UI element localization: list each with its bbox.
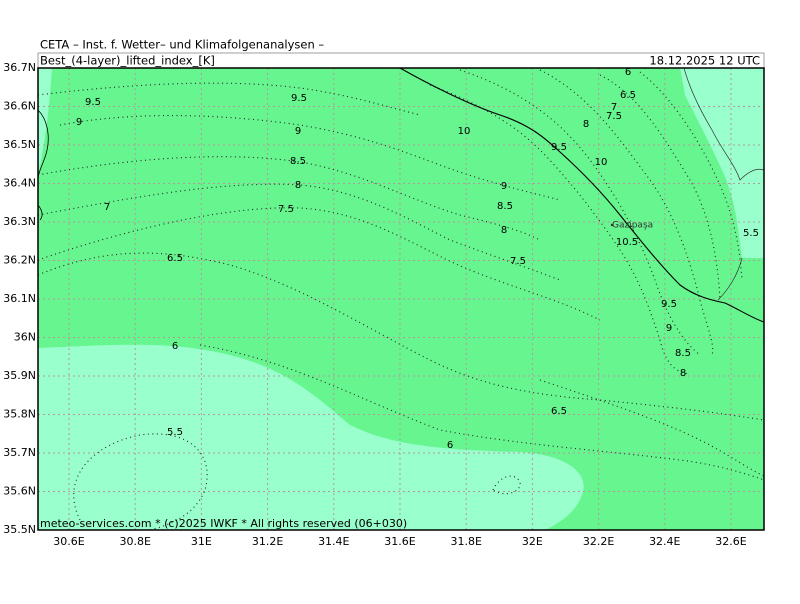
contour-label: 9.5 [291,93,307,104]
contour-label: 9 [76,117,82,128]
contour-label: 8 [501,225,507,236]
contour-label: 5.5 [743,228,759,239]
border [683,67,765,181]
field-light [38,344,584,530]
contour-label: 6.5 [167,253,183,264]
lon-tick-label: 31E [191,535,212,548]
field-light [680,68,764,258]
lon-tick-label: 30.8E [119,535,150,548]
contour-line [539,69,714,356]
lat-tick-label: 35.5N [3,523,36,536]
contour-line [639,71,743,281]
lon-tick-label: 31.2E [252,535,283,548]
contour-line [429,84,691,375]
contour-label: 6 [172,341,178,352]
contour-label: 6 [447,440,453,451]
contour-line [37,183,561,281]
contour-label: 8 [583,119,589,130]
contour-label: 7.5 [510,256,526,267]
contour-label: 8.5 [675,348,691,359]
lat-tick-label: 36.3N [3,215,36,228]
place-label: Gazipaşa [612,221,653,231]
contour-label: 8 [295,180,301,191]
lon-tick-label: 32.4E [649,535,680,548]
lat-tick-label: 35.6N [3,485,36,498]
contour-label: 6.5 [551,406,567,417]
contour-label: 6.5 [620,90,636,101]
contour-line [59,114,561,201]
lat-tick-label: 36.5N [3,138,36,151]
lon-tick-label: 31.8E [450,535,481,548]
contour-label: 9.5 [85,97,101,108]
contour-label: 9.5 [661,299,677,310]
lat-tick-label: 35.7N [3,446,36,459]
coastline [399,67,765,323]
contour-label: 9 [666,323,672,334]
contour-line [599,74,721,301]
contour-label: 7 [611,102,617,113]
contour-label: 9.5 [551,142,567,153]
lat-tick-label: 35.8N [3,408,36,421]
lat-tick-label: 36N [14,331,36,344]
lat-tick-label: 35.9N [3,369,36,382]
lon-tick-label: 32.6E [715,535,746,548]
map-frame [37,67,765,531]
lat-tick-label: 36.2N [3,254,36,267]
lon-tick-label: 31.4E [318,535,349,548]
contour-line [37,252,765,421]
lat-tick-label: 36.1N [3,292,36,305]
contour-label: 10 [458,126,471,137]
contour-label: 7.5 [606,111,622,122]
contour-label: 10.5 [616,237,638,248]
lat-tick-label: 36.4N [3,177,36,190]
lat-tick-label: 36.7N [3,61,36,74]
lon-tick-label: 30.6E [53,535,84,548]
lon-tick-label: 32E [522,535,543,548]
contour-label: 8.5 [497,201,513,212]
lon-tick-label: 32.2E [583,535,614,548]
contour-line [459,69,701,356]
parameter-title: Best_(4-layer)_lifted_index_[K] [40,54,215,68]
footer-credit: meteo-services.com * (c)2025 IWKF * All … [40,517,407,530]
contour-label: 6 [625,67,631,78]
contour-label: 8 [680,368,686,379]
contour-label: 9 [295,126,301,137]
contour-label: 7 [104,202,110,213]
contour-label: 8.5 [290,156,306,167]
lon-tick-label: 31.6E [384,535,415,548]
contour-label: 7.5 [278,204,294,215]
lat-tick-label: 36.6N [3,100,36,113]
contour-label: 5.5 [167,427,183,438]
border [717,257,743,301]
contour-label: 10 [595,157,608,168]
valid-time: 18.12.2025 12 UTC [649,54,760,68]
contour-label: 9 [501,181,507,192]
institute-title: CETA – Inst. f. Wetter– und Klimafolgena… [40,38,324,52]
place-marker [610,223,614,227]
